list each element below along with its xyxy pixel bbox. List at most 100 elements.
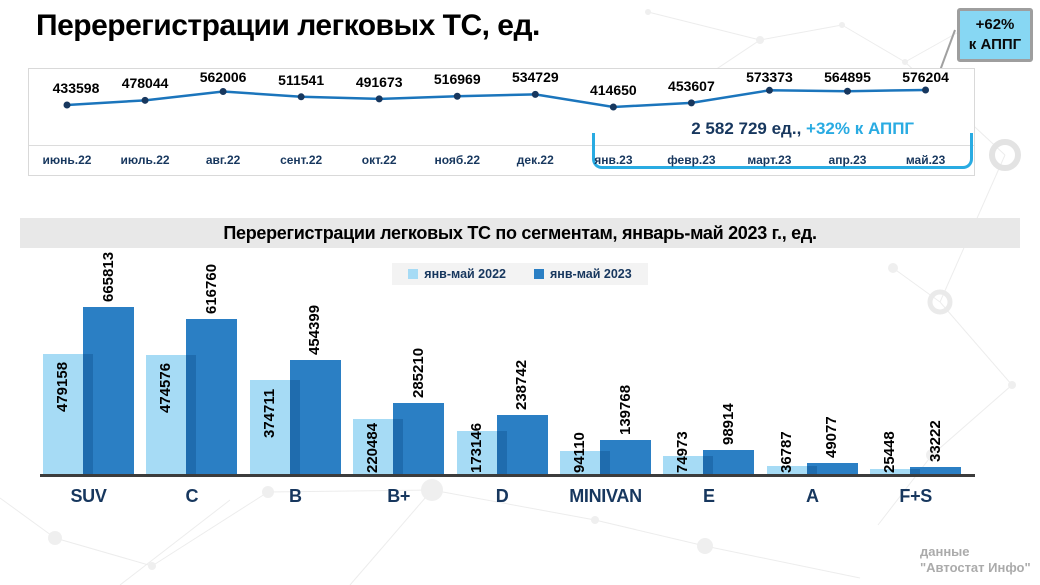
bar-overlap-shade [703,456,714,475]
month-label: март.23 [747,153,792,167]
month-label: дек.22 [516,153,554,167]
bar-value-label-2022: 94110 [571,432,588,473]
legend-swatch-icon [408,269,419,279]
month-label: февр.23 [667,153,716,167]
category-label: A [805,486,819,506]
point-value-label: 562006 [199,69,247,85]
month-label: июль.22 [120,153,170,167]
category-label: SUV [70,486,107,506]
line-point [531,90,539,98]
point-value-label: 511541 [278,71,325,88]
legend-label: янв-май 2022 [424,267,506,281]
jan-may-annotation: 2 582 729 ед., +32% к АППГ [632,119,973,139]
month-label: янв.23 [594,153,633,167]
bar-overlap-shade [600,451,610,475]
point-value-label: 478044 [121,75,169,92]
x-axis-baseline [40,474,975,477]
point-value-label: 491673 [355,73,403,90]
bar-value-label-2023: 33222 [926,419,944,462]
line-point [297,93,305,101]
month-label: нояб.22 [434,153,480,167]
bar-value-label-2022: 25448 [881,431,899,473]
category-label: B [288,486,302,506]
bar-overlap-shade [186,355,197,475]
bar-overlap-shade [393,419,404,475]
bar-chart-title: Перерегистрации легковых ТС по сегментам… [20,218,1020,248]
line-point [375,95,383,103]
bar-overlap-shade [289,380,300,475]
monthly-line-chart: 2 582 729 ед., +32% к АППГ июнь.22 433598… [28,68,975,176]
data-source-note: данные "Автостат Инфо" [920,544,1031,575]
line-point [922,86,930,94]
segment-bar-plot: 479158 665813 474576 616760 374711 454399 2204… [40,252,975,477]
bar-value-label-2022: 374711 [260,389,278,439]
bar-value-label-2023: 98914 [719,403,737,446]
bar-overlap-shade [83,354,93,475]
badge-label: к АППГ [968,36,1022,53]
bar-value-label-2023: 238742 [513,359,531,410]
bar-2022 [560,451,610,475]
legend-swatch-icon [534,269,544,279]
legend-item: янв-май 2022 [408,267,506,281]
category-label: E [703,486,715,506]
legend-label: янв-май 2023 [550,267,632,281]
bar-overlap-shade [496,431,507,475]
legend-box: янв-май 2022 янв-май 2023 [392,263,648,285]
point-value-label: 516969 [433,71,481,88]
line-point [453,92,461,100]
month-label: май.23 [905,153,946,167]
point-value-label: 453607 [668,77,715,94]
month-separator-line [29,145,974,146]
bar-value-label-2022: 74973 [674,431,692,473]
bar-value-label-2023: 49077 [823,415,841,458]
point-value-label: 576204 [902,69,949,85]
line-point [687,99,695,107]
bar-2022 [870,468,921,475]
line-chart-canvas [63,86,930,111]
line-point [219,87,227,95]
appg-growth-badge: +62% к АППГ [957,8,1033,62]
category-label: B+ [387,486,411,506]
point-value-label: 573373 [746,69,793,85]
month-label: окт.22 [361,153,397,167]
point-value-label: 414650 [589,82,637,98]
bar-value-label-2023: 665813 [99,251,117,302]
month-label: апр.23 [828,153,867,167]
category-label: F+S [899,486,932,506]
bar-2022 [766,465,817,475]
bar-value-label-2023: 454399 [306,305,324,356]
bar-overlap-shade [910,468,921,475]
bar-value-label-2023: 285210 [409,347,427,399]
category-label: MINIVAN [569,486,642,506]
line-point [63,101,71,109]
point-value-label: 564895 [824,69,871,85]
page-title: Перерегистрации легковых ТС, ед. [36,9,540,42]
bar-overlap-shade [806,465,817,475]
annotation-change: +32% к АППГ [806,119,915,138]
source-line-1: данные [920,544,970,559]
month-label: авг.22 [205,153,241,167]
bar-value-label-2023: 616760 [202,264,220,315]
bar-value-label-2022: 173146 [467,422,485,473]
line-point [765,86,773,94]
bar-value-label-2023: 139768 [616,384,634,435]
bar-2022 [663,456,714,475]
category-label: C [185,486,199,506]
bar-2023 [910,466,962,475]
source-line-2: "Автостат Инфо" [920,559,1031,575]
bar-chart-legend: янв-май 2022 янв-май 2023 [0,263,1040,285]
category-label: D [495,486,509,506]
month-label: сент.22 [280,153,323,167]
month-label: июнь.22 [42,153,92,167]
bar-value-label-2022: 220484 [364,422,382,473]
bar-2023 [806,462,858,475]
bar-value-label-2022: 36787 [777,431,795,473]
badge-percent: +62% [975,15,1015,33]
bar-value-label-2022: 479158 [54,361,71,412]
point-value-label: 433598 [52,80,100,96]
category-axis: SUV C B B+ D MINIVAN E A F+S [40,486,975,512]
bar-value-label-2022: 474576 [157,363,175,414]
line-point [141,96,149,104]
line-point [844,87,851,95]
